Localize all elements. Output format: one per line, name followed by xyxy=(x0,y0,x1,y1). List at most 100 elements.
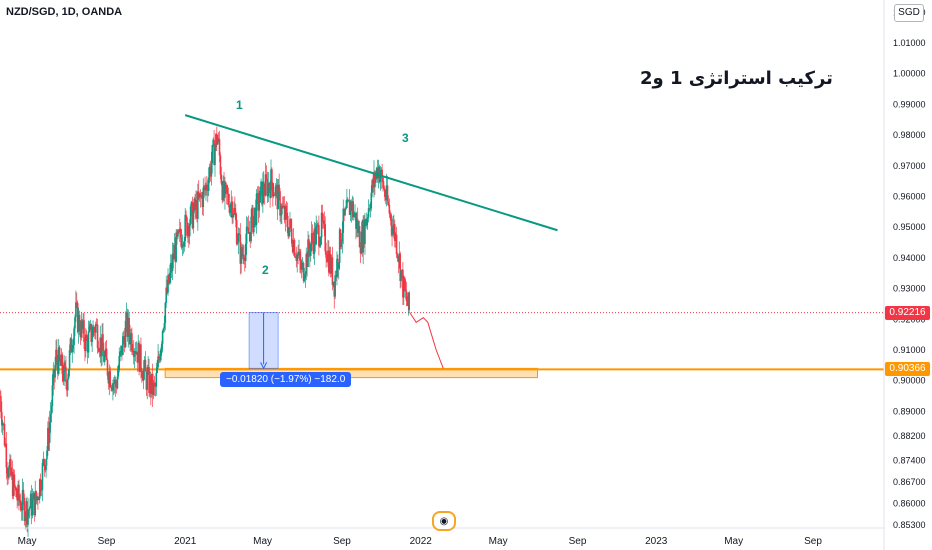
candle-body xyxy=(236,242,239,244)
candle-body xyxy=(382,177,384,189)
candle-body xyxy=(253,216,255,233)
candle-body xyxy=(128,317,130,335)
candle-body xyxy=(206,189,209,192)
price-tick-label: 0.85300 xyxy=(893,520,926,530)
candle-body xyxy=(235,219,238,244)
candle-body xyxy=(311,233,314,241)
candle-body xyxy=(118,355,121,371)
candle-body xyxy=(139,344,141,372)
candle-body xyxy=(56,349,58,360)
candle-body xyxy=(346,199,349,202)
candle-body xyxy=(394,234,397,241)
candle-body xyxy=(294,256,297,258)
candle-body xyxy=(309,243,312,256)
candle-body xyxy=(213,139,215,166)
candle-body xyxy=(3,424,6,446)
candle-body xyxy=(286,212,289,227)
candle-body xyxy=(220,174,223,184)
candle-body xyxy=(66,381,68,391)
candle-body xyxy=(131,333,133,351)
candle-body xyxy=(159,358,161,361)
candle-body xyxy=(327,250,329,262)
candle-body xyxy=(287,226,289,237)
candle-body xyxy=(255,193,258,225)
candle-body xyxy=(266,178,269,197)
candle-body xyxy=(337,262,340,269)
price-tick-label: 0.98000 xyxy=(893,130,926,140)
candle-body xyxy=(158,356,160,359)
candle-body xyxy=(285,206,288,213)
candle-body xyxy=(257,193,260,211)
candle-body xyxy=(87,331,90,353)
candle-body xyxy=(195,200,197,210)
candle-body xyxy=(144,359,147,372)
candle-body xyxy=(389,213,392,215)
candle-body xyxy=(18,484,20,501)
time-tick-label: May xyxy=(18,536,37,547)
candle-body xyxy=(214,147,216,166)
candle-body xyxy=(49,413,52,422)
price-axis[interactable]: 0.85300 0.86000 0.86700 0.87400 0.88200 0.890… xyxy=(893,7,926,530)
projection-path[interactable] xyxy=(409,312,444,369)
candle-body xyxy=(70,338,73,353)
candle-body xyxy=(104,348,107,356)
candle-body xyxy=(44,466,46,471)
tradingview-logo-icon[interactable]: ◉ xyxy=(432,511,456,531)
resistance-trendline[interactable] xyxy=(184,114,558,232)
symbol-title[interactable]: NZD/SGD, 1D, OANDA xyxy=(6,6,123,18)
candle-body xyxy=(304,273,307,279)
candle-body xyxy=(240,247,242,264)
candle-body xyxy=(234,208,236,214)
candle-body xyxy=(121,345,123,356)
candle-body xyxy=(225,185,228,194)
candle-body xyxy=(105,348,108,361)
support-zone[interactable] xyxy=(164,367,538,379)
candle-body xyxy=(323,220,326,225)
candle-body xyxy=(204,186,206,191)
candle-body xyxy=(292,240,295,253)
candle-body xyxy=(169,262,172,273)
candle-body xyxy=(131,350,134,353)
candle-body xyxy=(202,187,205,207)
candle-body xyxy=(375,167,378,176)
candle-body xyxy=(5,443,8,468)
candle-body xyxy=(393,224,395,229)
time-tick-label: 2021 xyxy=(174,536,197,547)
currency-badge[interactable]: SGD xyxy=(894,4,924,22)
candle-body xyxy=(31,499,34,516)
candle-body xyxy=(0,396,2,413)
time-tick-label: Sep xyxy=(804,536,822,547)
candle-body xyxy=(47,427,50,443)
time-tick-label: Sep xyxy=(333,536,351,547)
price-tick-label: 0.88200 xyxy=(893,431,926,441)
candle-body xyxy=(28,509,30,511)
candle-body xyxy=(293,240,296,257)
candle-body xyxy=(175,232,177,262)
candle-body xyxy=(242,254,244,257)
candle-body xyxy=(197,191,200,198)
candle-body xyxy=(288,227,290,237)
candle-body xyxy=(241,247,243,257)
candle-body xyxy=(374,175,377,183)
candle-body xyxy=(116,376,119,389)
candle-body xyxy=(108,371,111,384)
candle-body xyxy=(172,253,175,260)
time-axis[interactable]: May Sep 2021 May Sep 2022 May Sep 2023 May Sep xyxy=(18,536,823,547)
candle-body xyxy=(1,423,4,426)
candle-body xyxy=(10,471,13,476)
candle-body xyxy=(150,375,152,394)
candle-body xyxy=(386,185,389,202)
candle-body xyxy=(290,228,293,244)
candle-body xyxy=(81,320,84,330)
candle-body xyxy=(143,359,146,369)
candle-body xyxy=(133,351,136,357)
candle-body xyxy=(246,226,249,228)
candle-body xyxy=(67,369,70,379)
candle-body xyxy=(403,277,406,290)
plot-area[interactable] xyxy=(0,114,884,537)
candle-body xyxy=(350,201,353,212)
candle-body xyxy=(234,213,237,220)
candle-body xyxy=(243,254,245,261)
candle-body xyxy=(193,198,196,211)
